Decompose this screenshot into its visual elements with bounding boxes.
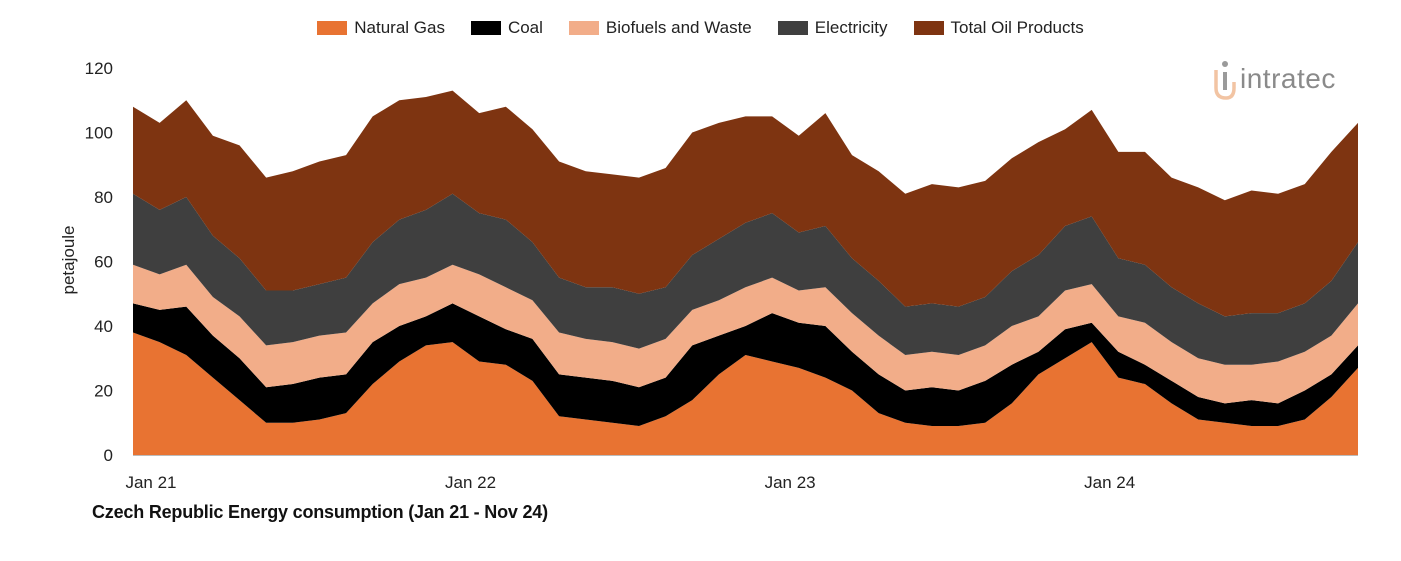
legend-item-oil[interactable]: Total Oil Products <box>913 18 1084 38</box>
y-tick-label: 80 <box>94 188 113 207</box>
y-tick-label: 40 <box>94 317 113 336</box>
legend: Natural Gas Coal Biofuels and Waste Elec… <box>0 18 1401 38</box>
legend-swatch-oil <box>913 21 944 35</box>
area-electricity[interactable] <box>133 193 1358 365</box>
legend-swatch-electricity <box>777 21 808 35</box>
legend-swatch-natural-gas <box>317 21 348 35</box>
intratec-logo: intratec <box>1212 54 1336 104</box>
x-tick-label: Jan 22 <box>445 473 496 492</box>
area-layers <box>133 90 1358 455</box>
legend-label-natural-gas: Natural Gas <box>354 18 445 37</box>
y-tick-label: 120 <box>85 59 113 78</box>
area-total-oil-products[interactable] <box>133 90 1358 317</box>
legend-label-coal: Coal <box>507 18 543 37</box>
x-tick-label: Jan 23 <box>765 473 816 492</box>
area-coal[interactable] <box>133 303 1358 426</box>
legend-swatch-biofuels <box>568 21 599 35</box>
axes: 0 20 40 60 80 100 120 Jan 21 Jan 22 Jan 23 Jan 24 <box>85 59 1358 492</box>
area-natural-gas[interactable] <box>133 332 1358 455</box>
y-tick-label: 100 <box>85 124 113 143</box>
logo-text: intratec <box>1240 63 1336 94</box>
chart-title: Czech Republic Energy consumption (Jan 2… <box>92 502 548 522</box>
legend-item-biofuels[interactable]: Biofuels and Waste <box>568 18 752 38</box>
legend-item-electricity[interactable]: Electricity <box>777 18 888 38</box>
y-tick-label: 20 <box>94 382 113 401</box>
logo-mark-icon <box>1212 56 1238 102</box>
legend-label-electricity: Electricity <box>814 18 888 37</box>
legend-item-coal[interactable]: Coal <box>470 18 543 38</box>
y-tick-label: 60 <box>94 253 113 272</box>
legend-label-biofuels: Biofuels and Waste <box>605 18 752 37</box>
x-tick-label: Jan 24 <box>1084 473 1135 492</box>
legend-item-natural-gas[interactable]: Natural Gas <box>317 18 445 38</box>
legend-label-oil: Total Oil Products <box>950 18 1084 37</box>
area-biofuels-and-waste[interactable] <box>133 264 1358 404</box>
legend-swatch-coal <box>470 21 501 35</box>
y-axis-label: petajoule <box>59 225 78 294</box>
y-tick-label: 0 <box>104 446 113 465</box>
x-tick-label: Jan 21 <box>125 473 176 492</box>
